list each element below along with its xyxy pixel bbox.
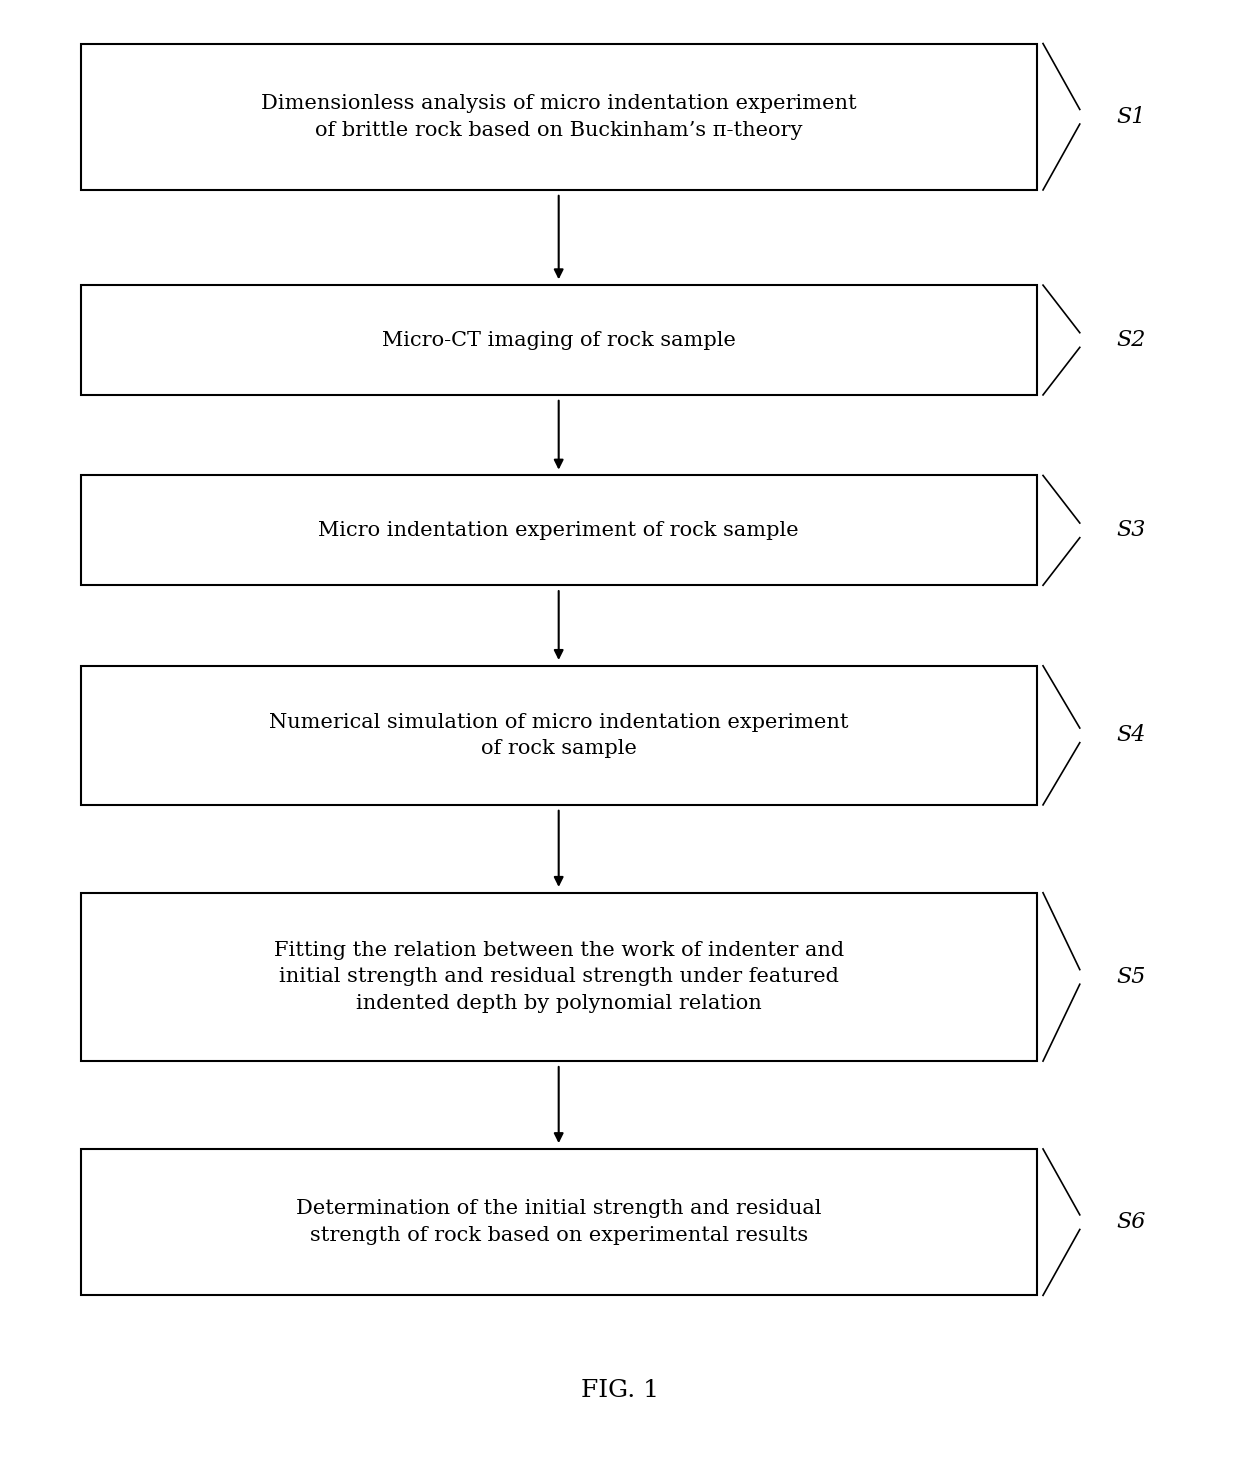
Text: S6: S6: [1116, 1210, 1146, 1233]
Text: S3: S3: [1116, 519, 1146, 541]
FancyBboxPatch shape: [81, 1148, 1037, 1295]
Text: S1: S1: [1116, 106, 1146, 127]
Text: Determination of the initial strength and residual
strength of rock based on exp: Determination of the initial strength an…: [296, 1200, 821, 1244]
Text: S2: S2: [1116, 330, 1146, 352]
Text: Numerical simulation of micro indentation experiment
of rock sample: Numerical simulation of micro indentatio…: [269, 712, 848, 758]
FancyBboxPatch shape: [81, 665, 1037, 806]
Text: Micro-CT imaging of rock sample: Micro-CT imaging of rock sample: [382, 331, 735, 349]
Text: FIG. 1: FIG. 1: [582, 1379, 658, 1403]
Text: S4: S4: [1116, 724, 1146, 746]
FancyBboxPatch shape: [81, 893, 1037, 1061]
FancyBboxPatch shape: [81, 285, 1037, 395]
Text: Fitting the relation between the work of indenter and
initial strength and resid: Fitting the relation between the work of…: [274, 941, 843, 1012]
Text: S5: S5: [1116, 967, 1146, 987]
Text: Dimensionless analysis of micro indentation experiment
of brittle rock based on : Dimensionless analysis of micro indentat…: [260, 95, 857, 139]
Text: Micro indentation experiment of rock sample: Micro indentation experiment of rock sam…: [319, 520, 799, 539]
FancyBboxPatch shape: [81, 43, 1037, 191]
FancyBboxPatch shape: [81, 476, 1037, 585]
